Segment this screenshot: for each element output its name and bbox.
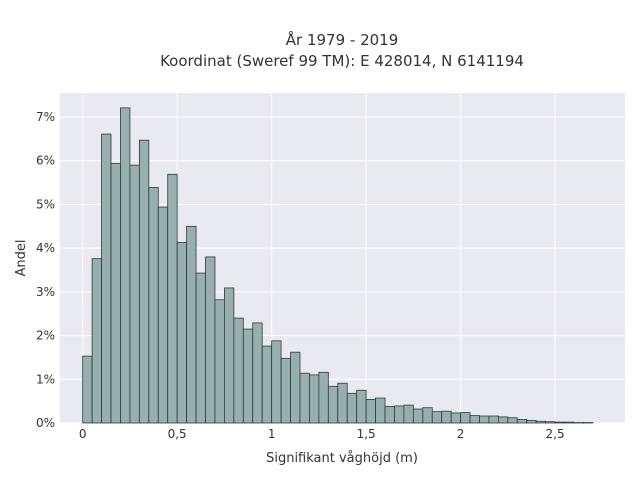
histogram-bar: [176, 242, 188, 424]
histogram-bar: [450, 412, 462, 424]
x-tick-label: 0,5: [168, 427, 187, 441]
histogram-bar: [129, 164, 140, 424]
histogram-bar: [412, 408, 424, 424]
x-tick-label: 2,5: [546, 427, 565, 441]
chart-title-line-1: År 1979 - 2019: [286, 30, 399, 49]
x-tick-label: 1: [268, 427, 276, 441]
histogram-bar: [195, 272, 206, 424]
x-axis-ticks: 0 0,5 1 1,5 2 2,5: [79, 427, 565, 441]
x-axis-label: Signifikant våghöjd (m): [266, 451, 418, 466]
histogram-bar: [554, 421, 565, 424]
y-tick-label: 7%: [36, 110, 55, 124]
histogram-bar: [441, 410, 452, 424]
y-tick-label: 2%: [36, 329, 55, 343]
histogram-bar: [223, 287, 235, 424]
histogram-bar: [261, 345, 273, 424]
histogram-bar: [233, 317, 244, 424]
histogram-bar: [516, 419, 528, 424]
y-axis-ticks: 0% 1% 2% 3% 4% 5% 6% 7%: [36, 110, 55, 430]
histogram-bar: [167, 173, 178, 424]
histogram-bar: [148, 187, 159, 424]
histogram-bars: [82, 107, 594, 424]
histogram-bar: [497, 416, 509, 424]
y-tick-label: 5%: [36, 197, 55, 211]
histogram-bar: [422, 407, 433, 424]
histogram-bar: [299, 372, 310, 424]
x-tick-label: 0: [79, 427, 87, 441]
histogram-bar: [309, 374, 320, 424]
histogram-bar: [384, 405, 395, 424]
histogram-bar: [394, 405, 405, 424]
y-axis-label: Andel: [14, 240, 29, 277]
histogram-bar: [157, 206, 169, 424]
histogram-bar: [507, 417, 518, 424]
y-tick-label: 4%: [36, 241, 55, 255]
histogram-bar: [318, 371, 329, 424]
histogram-bar: [327, 385, 339, 424]
histogram-bar: [403, 404, 414, 424]
histogram-bar: [526, 419, 537, 424]
histogram-bar: [365, 398, 376, 424]
histogram-bar: [346, 392, 358, 424]
x-tick-label: 1,5: [357, 427, 376, 441]
histogram-bar: [280, 357, 291, 424]
histogram-bar: [252, 322, 263, 424]
histogram-bar: [82, 355, 93, 424]
histogram-bar: [479, 415, 490, 424]
chart-title-line-2: Koordinat (Sweref 99 TM): E 428014, N 61…: [160, 52, 524, 70]
histogram-bar: [120, 107, 131, 424]
histogram-bar: [271, 340, 282, 424]
histogram-bar: [110, 162, 121, 424]
histogram-bar: [138, 139, 150, 424]
histogram-bar: [91, 258, 102, 424]
histogram-bar: [375, 397, 386, 424]
histogram-bar: [337, 382, 348, 424]
histogram-bar: [356, 389, 367, 424]
histogram-bar: [101, 133, 112, 424]
y-tick-label: 6%: [36, 154, 55, 168]
histogram-bar: [214, 299, 225, 424]
histogram-bar: [431, 411, 443, 424]
histogram-bar: [535, 420, 547, 424]
histogram-bar: [469, 415, 480, 424]
y-tick-label: 3%: [36, 285, 55, 299]
histogram-bar: [564, 421, 575, 424]
x-tick-label: 2: [457, 427, 465, 441]
histogram-bar: [460, 412, 471, 424]
histogram-bar: [242, 328, 254, 424]
histogram-bar: [488, 415, 499, 424]
histogram-bar: [186, 225, 197, 424]
histogram-bar: [545, 421, 556, 424]
histogram-bar: [205, 256, 216, 424]
y-tick-label: 0%: [36, 416, 55, 430]
y-tick-label: 1%: [36, 372, 55, 386]
histogram-bar: [290, 351, 301, 424]
